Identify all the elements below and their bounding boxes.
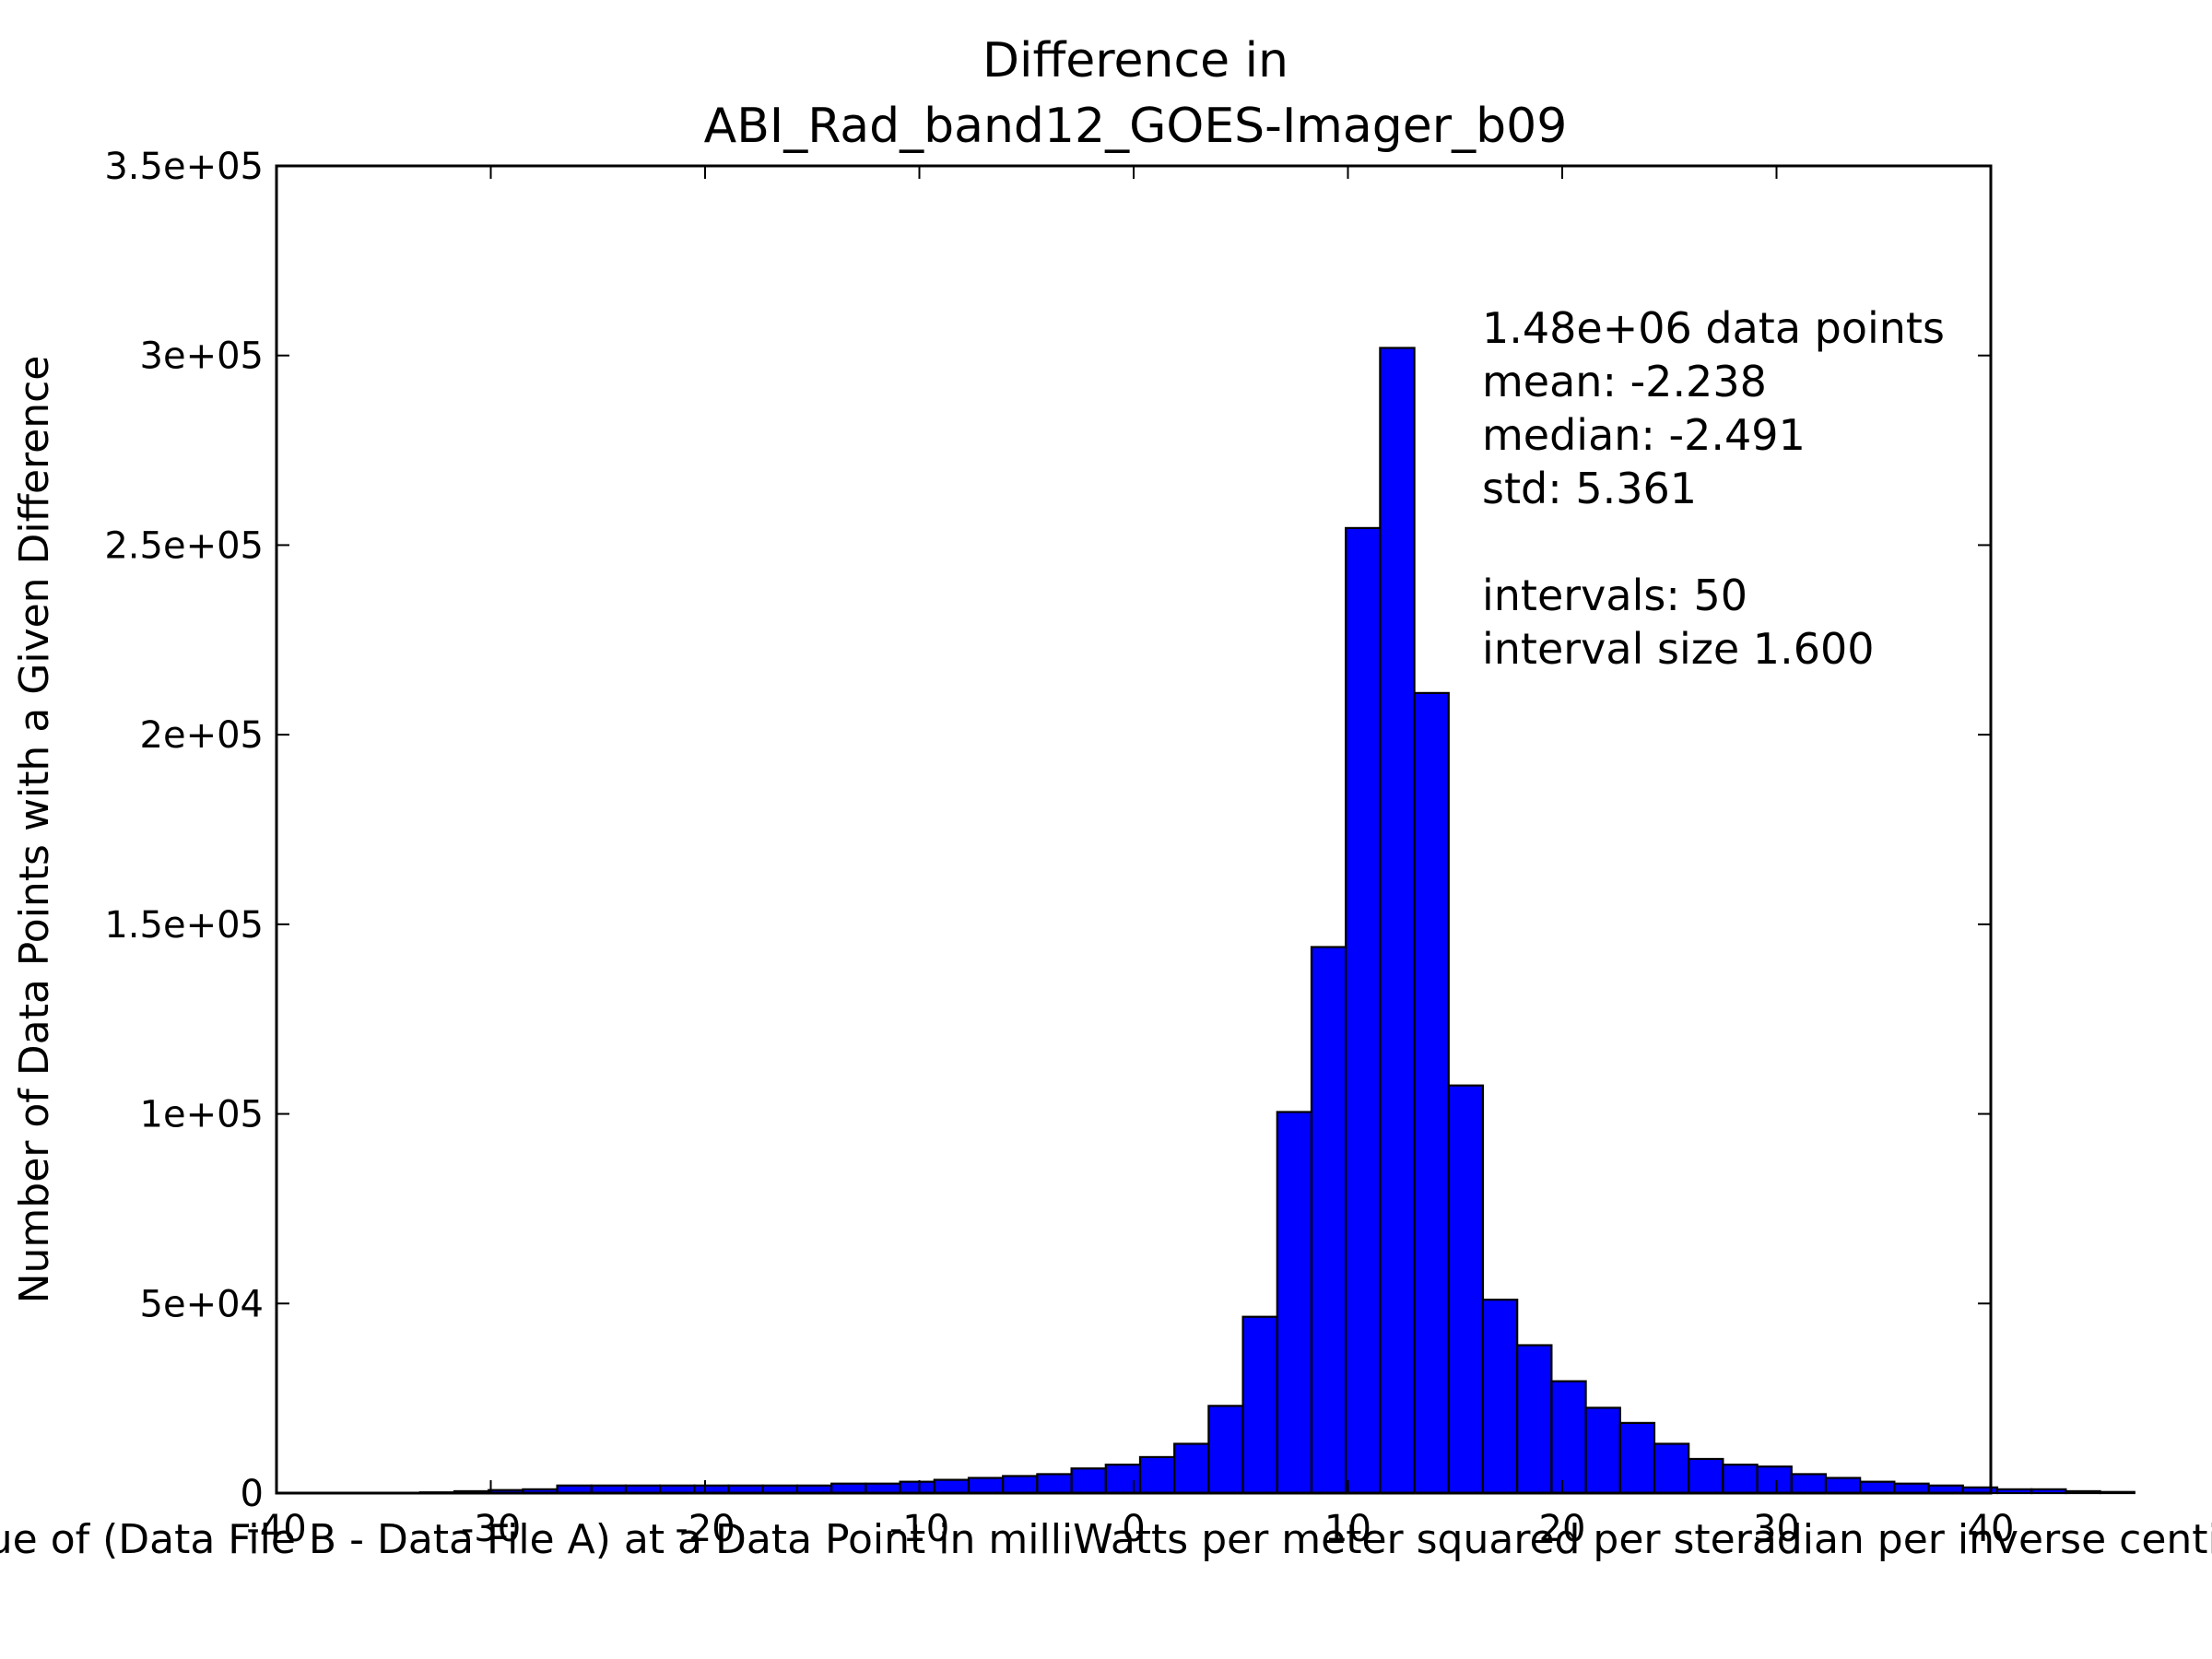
chart-title-line-1: Difference in: [982, 33, 1288, 88]
x-tick-label: 10: [1324, 1508, 1371, 1550]
x-tick-label: 30: [1753, 1508, 1800, 1550]
histogram-bar: [1207, 1405, 1244, 1495]
y-tick-label: 3.5e+05: [104, 146, 264, 188]
histogram-bar: [1550, 1380, 1587, 1495]
y-tick-label: 2.5e+05: [104, 524, 264, 567]
histogram-bar: [1653, 1442, 1690, 1495]
histogram-bar: [1859, 1480, 1896, 1495]
annotation-line: mean: -2.238: [1482, 357, 1767, 406]
y-tick-label: 2e+05: [140, 714, 264, 757]
histogram-bar: [1584, 1406, 1621, 1495]
x-tick-label: -20: [675, 1508, 735, 1550]
histogram-bar: [1345, 526, 1382, 1495]
x-tick-label: -10: [889, 1508, 949, 1550]
y-tick-label: 5e+04: [140, 1283, 264, 1325]
annotation-line: median: -2.491: [1482, 410, 1806, 460]
histogram-bar: [899, 1480, 935, 1495]
y-axis-label: Number of Data Points with a Given Diffe…: [11, 356, 58, 1304]
annotation-line: intervals: 50: [1482, 571, 1747, 620]
histogram-bar: [1824, 1477, 1862, 1495]
annotation-line: interval size 1.600: [1482, 624, 1875, 674]
annotation-line: 1.48e+06 data points: [1482, 303, 1945, 353]
x-tick-label: 20: [1539, 1508, 1586, 1550]
histogram-bar: [1276, 1111, 1313, 1495]
histogram-bar: [1995, 1488, 2033, 1495]
y-tick-label: 3e+05: [140, 335, 264, 378]
histogram-bar: [1002, 1475, 1039, 1495]
histogram-bar: [1138, 1455, 1176, 1495]
histogram-bar: [1618, 1421, 1656, 1495]
x-tick-label: -30: [461, 1508, 521, 1550]
x-tick-label: 40: [1968, 1508, 2015, 1550]
x-axis-label: Value of (Data File B - Data File A) at …: [0, 1516, 2212, 1563]
histogram-bar: [1379, 347, 1416, 1495]
histogram-bar: [933, 1478, 971, 1495]
histogram-bar: [1756, 1465, 1793, 1495]
histogram-bar: [1104, 1464, 1142, 1495]
histogram-bar: [1241, 1315, 1278, 1495]
stats-annotation: 1.48e+06 data points mean: -2.238 median…: [1482, 303, 1945, 674]
histogram-bar: [865, 1482, 901, 1495]
annotation-line: std: 5.361: [1482, 464, 1697, 513]
histogram-bar: [1413, 691, 1450, 1495]
x-tick-label: -40: [246, 1508, 306, 1550]
x-tick-label: 0: [1122, 1508, 1145, 1550]
axis-tick-labels: -40 -30 -20 -10 0 10 20 30 40 0 5e+04 1e+05 1.5e+05 2…: [104, 146, 2014, 1550]
y-tick-label: 1.5e+05: [104, 904, 264, 947]
histogram-bar: [1688, 1457, 1724, 1495]
y-tick-label: 0: [241, 1473, 264, 1515]
y-tick-label: 1e+05: [140, 1094, 264, 1136]
histogram-bar: [1893, 1482, 1930, 1495]
histogram-bar: [2065, 1489, 2101, 1495]
chart-title-line-2: ABI_Rad_band12_GOES-Imager_b09: [704, 99, 1568, 154]
histogram-bar: [1481, 1299, 1519, 1495]
histogram-bar: [1310, 946, 1347, 1495]
histogram-bar: [967, 1477, 1005, 1495]
histogram-bar: [1036, 1473, 1073, 1495]
histogram-bar: [1447, 1084, 1485, 1495]
histogram-bar: [1173, 1442, 1210, 1495]
histogram-bar: [1722, 1464, 1759, 1495]
histogram-bars: [418, 347, 2136, 1495]
histogram-bar: [2030, 1488, 2067, 1495]
plot-frame: [275, 164, 1993, 1495]
histogram-bar: [1516, 1344, 1553, 1495]
histogram-bar: [830, 1482, 867, 1495]
histogram-bar: [2099, 1490, 2136, 1495]
histogram-bar: [1790, 1473, 1828, 1495]
histogram-bar: [1070, 1467, 1107, 1495]
